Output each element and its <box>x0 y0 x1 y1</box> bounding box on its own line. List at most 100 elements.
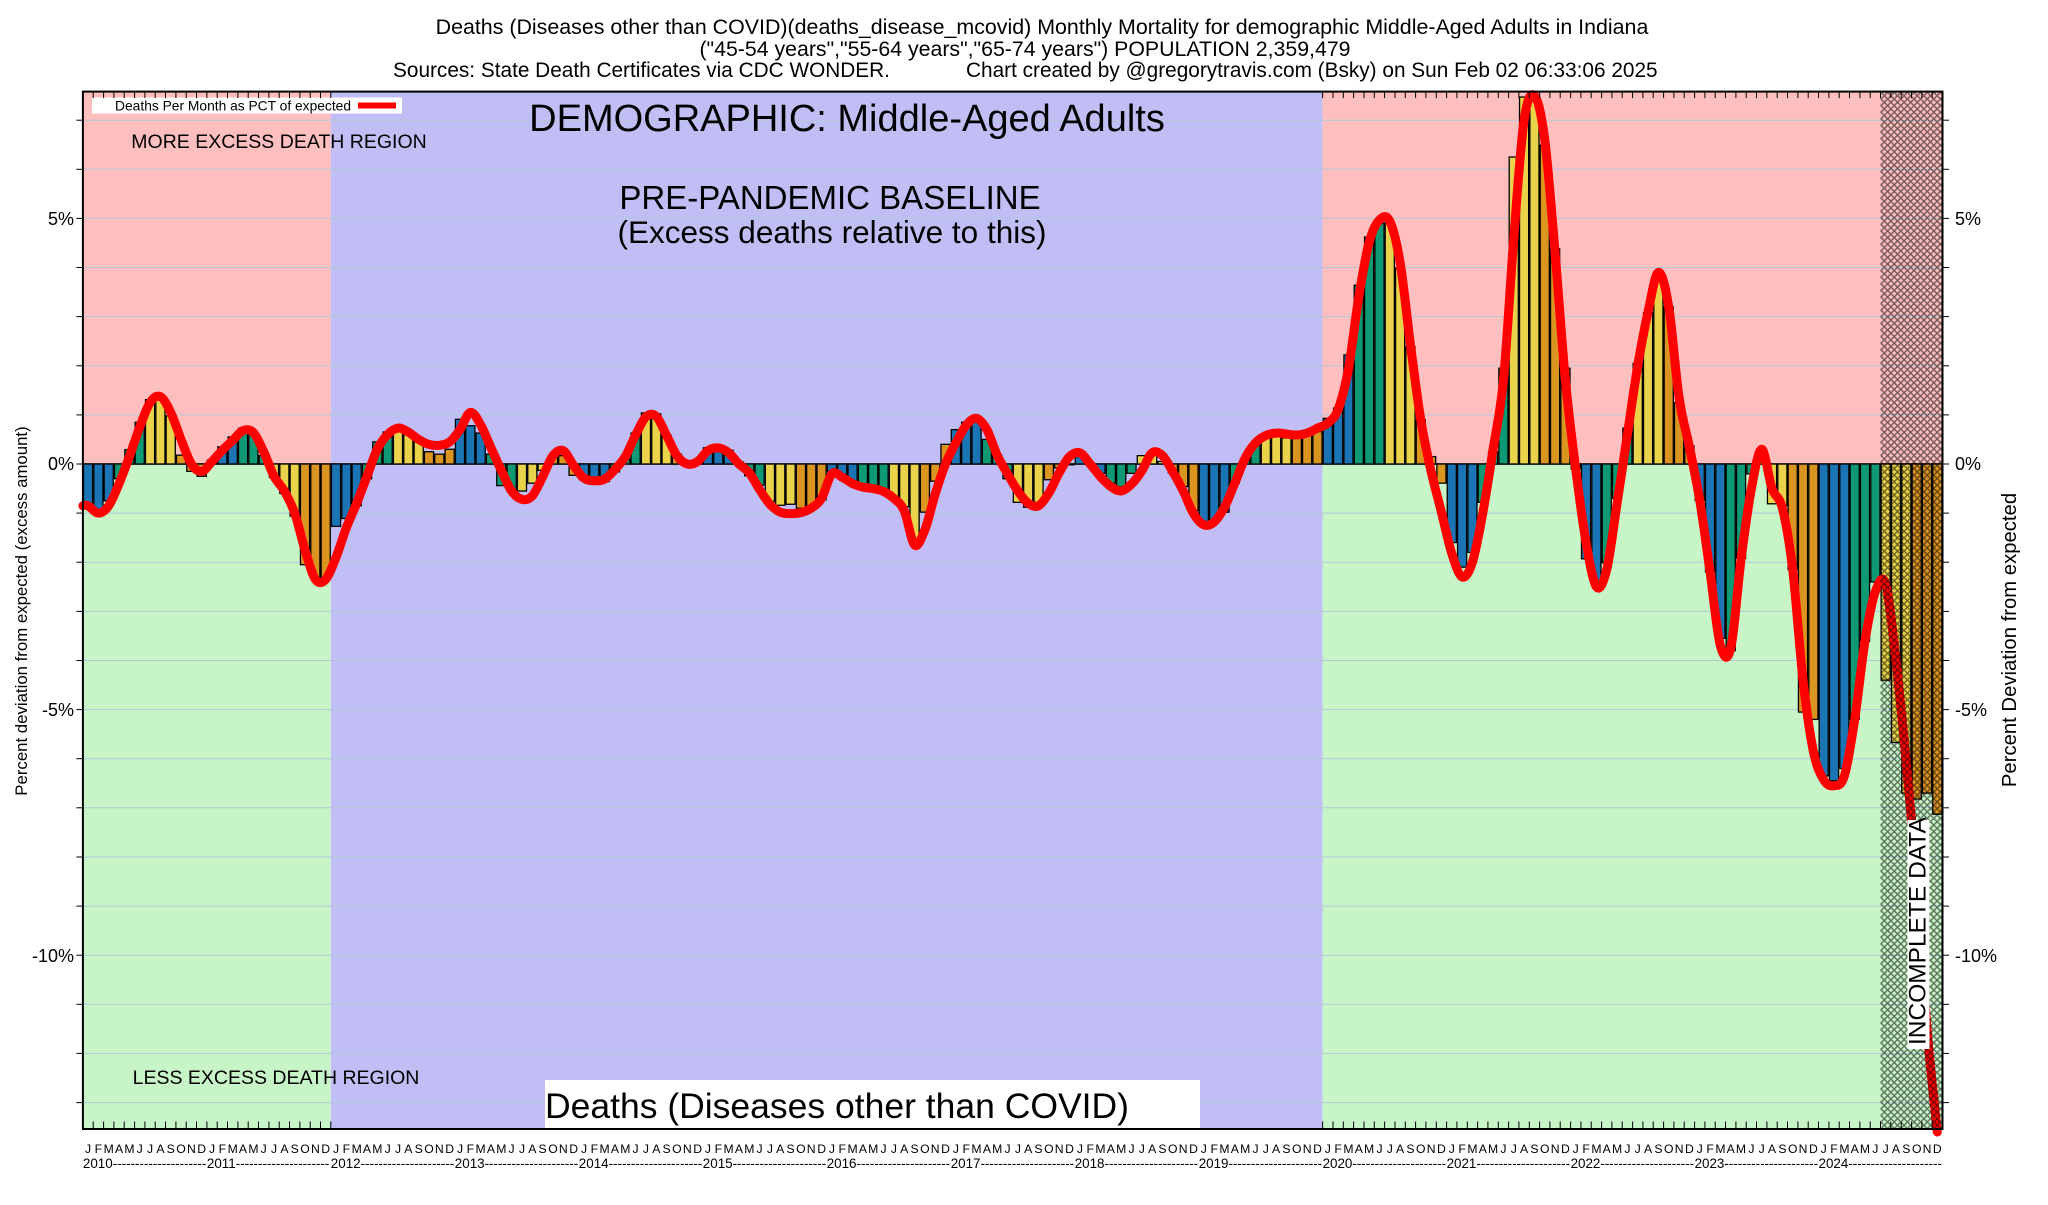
svg-text:J: J <box>633 1142 639 1156</box>
svg-text:D: D <box>1313 1142 1322 1156</box>
svg-text:F: F <box>95 1142 102 1156</box>
svg-text:A: A <box>652 1142 661 1156</box>
svg-text:J: J <box>953 1142 959 1156</box>
svg-text:J: J <box>1128 1142 1134 1156</box>
svg-text:J: J <box>643 1142 649 1156</box>
svg-text:J: J <box>829 1142 835 1156</box>
svg-text:Chart created by @gregorytravi: Chart created by @gregorytravis.com (Bsk… <box>966 59 1658 82</box>
svg-text:2020---------------------: 2020--------------------- <box>1323 1156 1446 1171</box>
svg-text:M: M <box>1715 1142 1725 1156</box>
svg-text:M: M <box>1116 1142 1126 1156</box>
svg-text:2011---------------------: 2011--------------------- <box>207 1156 329 1171</box>
svg-text:J: J <box>891 1142 897 1156</box>
svg-text:O: O <box>1788 1142 1797 1156</box>
svg-text:A: A <box>1768 1142 1777 1156</box>
svg-text:O: O <box>1664 1142 1673 1156</box>
svg-text:A: A <box>1727 1142 1736 1156</box>
svg-text:D: D <box>1809 1142 1818 1156</box>
svg-text:M: M <box>1860 1142 1870 1156</box>
svg-text:F: F <box>838 1142 845 1156</box>
svg-text:D: D <box>1561 1142 1570 1156</box>
svg-text:J: J <box>1252 1142 1258 1156</box>
svg-text:J: J <box>1077 1142 1083 1156</box>
svg-text:J: J <box>1015 1142 1021 1156</box>
svg-text:J: J <box>1697 1142 1703 1156</box>
svg-text:J: J <box>509 1142 515 1156</box>
svg-text:Percent deviation from expecte: Percent deviation from expected (excess … <box>12 426 31 795</box>
svg-text:A: A <box>280 1142 289 1156</box>
svg-text:A: A <box>487 1142 496 1156</box>
svg-text:N: N <box>187 1142 196 1156</box>
svg-text:2015---------------------: 2015--------------------- <box>703 1156 826 1171</box>
svg-text:A: A <box>115 1142 124 1156</box>
svg-text:Deaths (Diseases other than CO: Deaths (Diseases other than COVID) <box>545 1086 1129 1126</box>
svg-text:A: A <box>1024 1142 1033 1156</box>
svg-text:M: M <box>744 1142 754 1156</box>
svg-text:J: J <box>333 1142 339 1156</box>
svg-text:2024---------------------: 2024--------------------- <box>1819 1156 1942 1171</box>
svg-text:S: S <box>1034 1142 1042 1156</box>
svg-text:N: N <box>1799 1142 1808 1156</box>
svg-text:J: J <box>209 1142 215 1156</box>
svg-text:F: F <box>1086 1142 1093 1156</box>
svg-text:2022---------------------: 2022--------------------- <box>1571 1156 1694 1171</box>
svg-text:J: J <box>1573 1142 1579 1156</box>
svg-text:A: A <box>1396 1142 1405 1156</box>
svg-text:("45-54 years","55-64 years",": ("45-54 years","55-64 years","65-74 year… <box>699 37 1350 61</box>
svg-text:N: N <box>1303 1142 1312 1156</box>
svg-text:M: M <box>1736 1142 1746 1156</box>
svg-text:N: N <box>559 1142 568 1156</box>
svg-text:N: N <box>1551 1142 1560 1156</box>
svg-text:(Excess deaths relative to thi: (Excess deaths relative to this) <box>618 214 1047 250</box>
svg-text:A: A <box>983 1142 992 1156</box>
svg-text:A: A <box>1355 1142 1364 1156</box>
svg-text:J: J <box>1511 1142 1517 1156</box>
svg-text:J: J <box>1325 1142 1331 1156</box>
svg-text:J: J <box>385 1142 391 1156</box>
svg-text:2012---------------------: 2012--------------------- <box>331 1156 454 1171</box>
svg-text:F: F <box>343 1142 350 1156</box>
svg-text:D: D <box>941 1142 950 1156</box>
svg-text:M: M <box>352 1142 362 1156</box>
svg-text:J: J <box>1500 1142 1506 1156</box>
svg-text:5%: 5% <box>48 209 74 229</box>
svg-text:Deaths Per Month as PCT of exp: Deaths Per Month as PCT of expected <box>115 99 351 114</box>
svg-text:J: J <box>1821 1142 1827 1156</box>
svg-text:D: D <box>569 1142 578 1156</box>
svg-text:INCOMPLETE DATA: INCOMPLETE DATA <box>1905 817 1932 1045</box>
svg-text:D: D <box>321 1142 330 1156</box>
svg-text:N: N <box>931 1142 940 1156</box>
svg-text:MORE EXCESS DEATH REGION: MORE EXCESS DEATH REGION <box>131 131 426 153</box>
svg-text:5%: 5% <box>1955 209 1981 229</box>
svg-text:D: D <box>445 1142 454 1156</box>
svg-text:O: O <box>920 1142 929 1156</box>
svg-text:M: M <box>1488 1142 1498 1156</box>
svg-text:O: O <box>796 1142 805 1156</box>
svg-text:A: A <box>1479 1142 1488 1156</box>
svg-text:J: J <box>1624 1142 1630 1156</box>
svg-text:F: F <box>467 1142 474 1156</box>
svg-text:M: M <box>620 1142 630 1156</box>
svg-text:F: F <box>1706 1142 1713 1156</box>
svg-text:S: S <box>787 1142 795 1156</box>
svg-text:J: J <box>1759 1142 1765 1156</box>
svg-text:M: M <box>600 1142 610 1156</box>
svg-text:J: J <box>1201 1142 1207 1156</box>
svg-text:M: M <box>124 1142 134 1156</box>
svg-text:A: A <box>239 1142 248 1156</box>
svg-text:F: F <box>219 1142 226 1156</box>
svg-text:M: M <box>868 1142 878 1156</box>
svg-text:N: N <box>1055 1142 1064 1156</box>
svg-text:O: O <box>548 1142 557 1156</box>
svg-text:A: A <box>1107 1142 1116 1156</box>
svg-text:S: S <box>1902 1142 1910 1156</box>
svg-text:N: N <box>311 1142 320 1156</box>
svg-text:F: F <box>1334 1142 1341 1156</box>
svg-text:A: A <box>404 1142 413 1156</box>
svg-text:S: S <box>1530 1142 1538 1156</box>
svg-text:-5%: -5% <box>42 700 74 720</box>
svg-text:A: A <box>900 1142 909 1156</box>
svg-text:S: S <box>911 1142 919 1156</box>
svg-text:2010---------------------: 2010--------------------- <box>83 1156 206 1171</box>
svg-text:M: M <box>1219 1142 1229 1156</box>
